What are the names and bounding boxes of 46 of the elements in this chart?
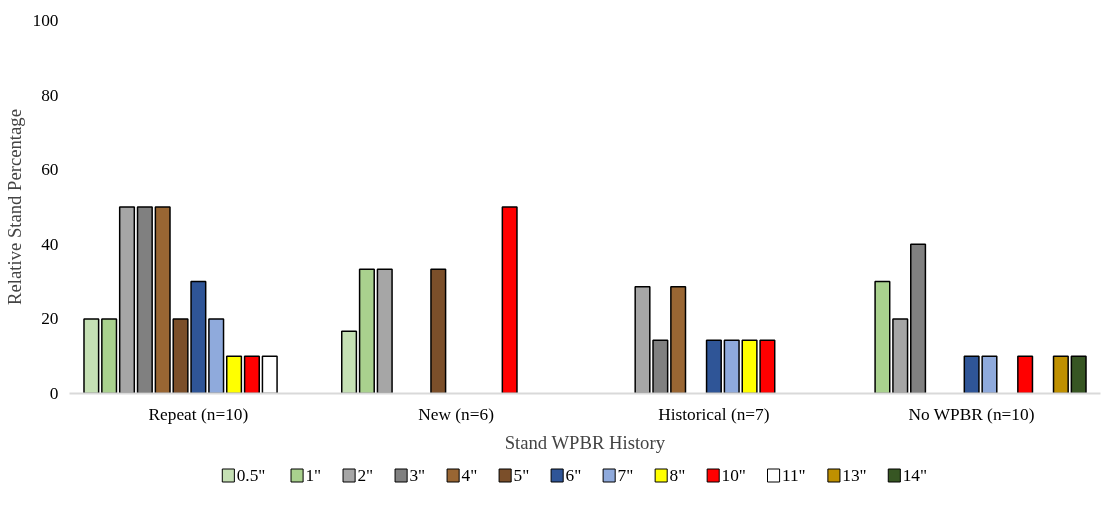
bar	[1052, 355, 1069, 394]
legend-label: 10"	[721, 466, 746, 485]
bar	[83, 318, 100, 394]
y-tick-label: 100	[32, 11, 59, 30]
bar	[1017, 355, 1034, 394]
legend-label: 8"	[669, 466, 686, 485]
bar	[376, 268, 393, 394]
legend-label: 5"	[513, 466, 530, 485]
bar	[101, 318, 118, 394]
y-tick-label: 20	[41, 309, 59, 329]
legend-label: 13"	[842, 466, 867, 485]
bar	[226, 355, 243, 394]
legend-label: 3"	[409, 466, 426, 485]
x-tick-label: No WPBR (n=10)	[908, 404, 1035, 424]
bar	[340, 330, 358, 394]
legend-label: 11"	[781, 466, 806, 485]
bar	[430, 268, 447, 394]
y-tick-label: 80	[41, 85, 59, 105]
bar	[261, 355, 278, 394]
bar	[501, 206, 518, 394]
legend-label: 7"	[617, 466, 634, 485]
bar	[1070, 355, 1087, 394]
y-axis-title: Relative Stand Percentage	[3, 109, 25, 305]
legend-label: 2"	[357, 466, 374, 485]
y-tick-label: 0	[49, 384, 59, 403]
bar	[358, 268, 375, 394]
bar	[243, 355, 260, 394]
bar	[910, 243, 927, 394]
y-tick-label: 40	[41, 234, 59, 254]
x-tick-label: Historical (n=7)	[658, 404, 770, 424]
bar	[892, 318, 909, 394]
legend-label: 0.5"	[236, 466, 266, 485]
legend-label: 14"	[902, 466, 928, 485]
bar	[118, 206, 136, 394]
bar	[208, 318, 225, 394]
x-axis-title: Stand WPBR History	[504, 431, 666, 453]
y-tick-label: 60	[41, 160, 59, 180]
x-tick-label: New (n=6)	[418, 404, 495, 424]
bar	[705, 339, 722, 394]
legend-label: 6"	[565, 466, 582, 485]
bar	[670, 286, 687, 394]
bar	[136, 206, 153, 394]
x-tick-label: Repeat (n=10)	[148, 404, 249, 424]
legend-label: 4"	[461, 466, 478, 485]
legend-label: 1"	[305, 466, 322, 485]
bar	[874, 280, 891, 394]
